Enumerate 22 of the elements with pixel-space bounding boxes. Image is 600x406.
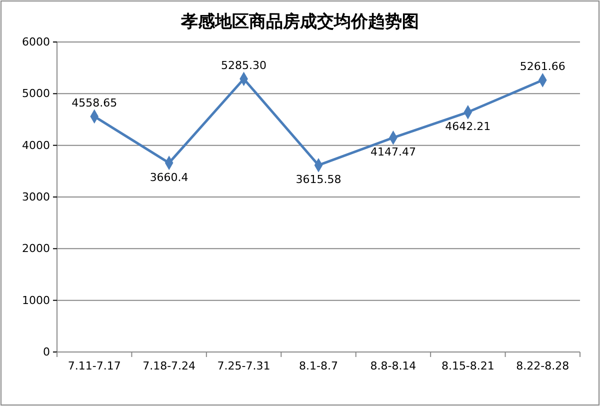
y-tick-label: 6000	[22, 36, 50, 49]
chart-title: 孝感地区商品房成交均价趋势图	[180, 12, 419, 32]
data-label: 4147.47	[370, 146, 416, 159]
y-tick-label: 0	[43, 346, 50, 359]
y-tick-label: 1000	[22, 294, 50, 307]
data-label: 3615.58	[296, 173, 342, 186]
x-tick-label: 8.1-8.7	[299, 359, 338, 372]
x-tick-label: 7.25-7.31	[217, 359, 270, 372]
y-tick-label: 2000	[22, 242, 50, 256]
data-label: 5261.66	[520, 60, 566, 74]
y-tick-label: 5000	[22, 87, 50, 100]
data-label: 5285.30	[221, 58, 267, 72]
x-tick-label: 7.18-7.24	[142, 359, 196, 372]
data-label: 4558.65	[72, 96, 118, 110]
x-tick-label: 8.22-8.28	[516, 359, 570, 372]
x-tick-label: 8.8-8.14	[370, 359, 416, 372]
data-label: 4642.21	[445, 120, 491, 134]
y-tick-label: 4000	[22, 138, 50, 152]
y-tick-label: 3000	[22, 190, 50, 204]
x-tick-label: 8.15-8.21	[441, 359, 494, 372]
data-label: 3660.4	[150, 170, 188, 184]
x-tick-label: 7.11-7.17	[68, 359, 121, 372]
